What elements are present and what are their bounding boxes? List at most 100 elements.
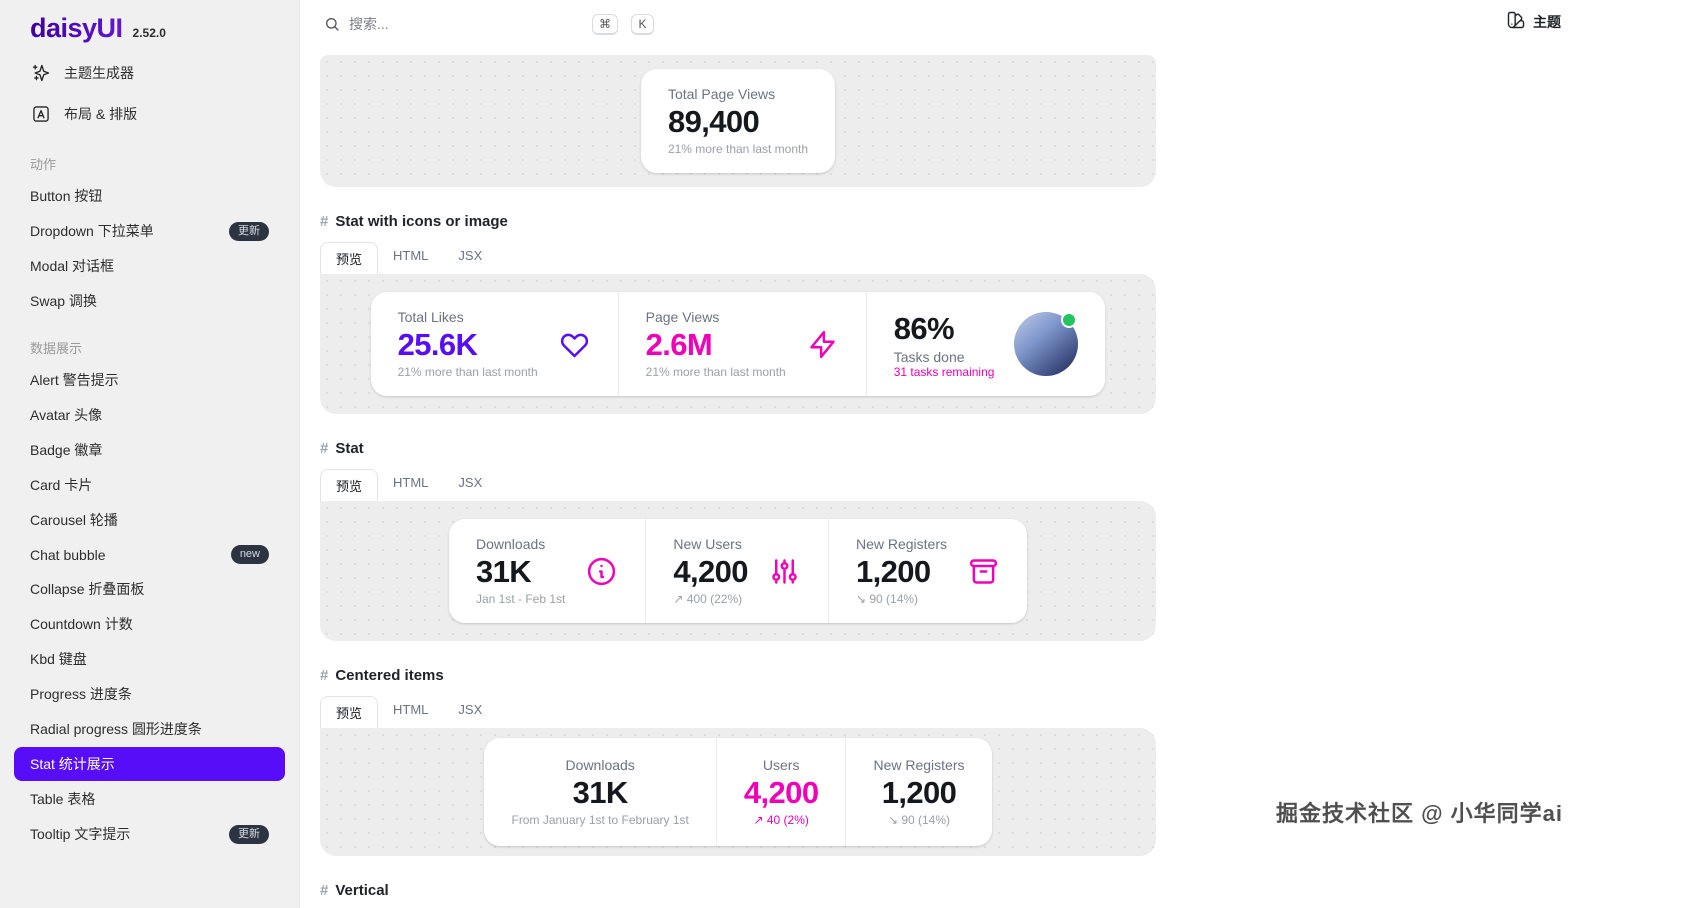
sidebar-item-radial-progress[interactable]: Radial progress 圆形进度条 bbox=[14, 712, 285, 746]
tab-jsx[interactable]: JSX bbox=[458, 475, 483, 490]
sidebar-item-chat-bubble[interactable]: Chat bubble new bbox=[14, 538, 285, 571]
sidebar-item-label: Collapse 折叠面板 bbox=[30, 581, 145, 597]
section-stat-with-icons: # Stat with icons or image 预览 HTML JSX T… bbox=[320, 213, 1156, 414]
sidebar-item-label: Chat bubble bbox=[30, 546, 106, 563]
bolt-icon bbox=[806, 328, 839, 361]
stat-desc: ↘ 90 (14%) bbox=[855, 592, 919, 607]
tab-preview[interactable]: 预览 bbox=[320, 242, 379, 274]
hash-mark: # bbox=[320, 440, 329, 457]
page-content: Total Page Views 89,400 21% more than la… bbox=[300, 48, 1156, 899]
stat-value: 31K bbox=[572, 774, 629, 810]
sidebar-item-tooltip[interactable]: Tooltip 文字提示 更新 bbox=[14, 817, 285, 851]
sidebar-item-card[interactable]: Card 卡片 bbox=[14, 468, 285, 502]
sidebar-item-modal[interactable]: Modal 对话框 bbox=[14, 249, 285, 283]
stat-title: Downloads bbox=[476, 535, 546, 552]
sidebar-item-label: Countdown 计数 bbox=[30, 616, 133, 632]
tab-preview[interactable]: 预览 bbox=[320, 696, 379, 728]
sidebar-item-swap[interactable]: Swap 调换 bbox=[14, 284, 285, 318]
sidebar-item-avatar[interactable]: Avatar 头像 bbox=[14, 398, 285, 432]
search-bar[interactable]: ⌘ K bbox=[324, 13, 654, 35]
info-icon bbox=[585, 555, 618, 588]
stat-title: Total Page Views bbox=[667, 85, 776, 102]
stat-total-likes: Total Likes 25.6K 21% more than last mon… bbox=[371, 292, 618, 397]
sidebar-item-kbd[interactable]: Kbd 键盘 bbox=[14, 642, 285, 676]
tab-html[interactable]: HTML bbox=[393, 248, 429, 263]
tab-bar: 预览 HTML JSX bbox=[320, 469, 1156, 501]
tab-html[interactable]: HTML bbox=[393, 475, 429, 490]
tab-preview[interactable]: 预览 bbox=[320, 469, 379, 501]
stats-group: Total Likes 25.6K 21% more than last mon… bbox=[370, 291, 1106, 397]
search-input[interactable] bbox=[349, 16, 579, 32]
sidebar-item-dropdown[interactable]: Dropdown 下拉菜单 更新 bbox=[14, 214, 285, 248]
color-swatch-icon bbox=[1506, 10, 1526, 33]
sidebar-item-label: Carousel 轮播 bbox=[30, 512, 118, 528]
stat-new-users: New Users 4,200 ↗ 400 (22%) bbox=[645, 518, 828, 624]
stat-value: 31K bbox=[476, 553, 532, 589]
tab-jsx[interactable]: JSX bbox=[458, 248, 483, 263]
sidebar-item-badge[interactable]: Badge 徽章 bbox=[14, 433, 285, 467]
stat-desc: ↘ 90 (14%) bbox=[887, 813, 951, 828]
sidebar-item-stat[interactable]: Stat 统计展示 bbox=[14, 747, 285, 781]
sidebar-section-actions: 动作 bbox=[30, 157, 57, 172]
preview-area: Total Likes 25.6K 21% more than last mon… bbox=[320, 274, 1156, 414]
updated-badge: 更新 bbox=[229, 221, 269, 241]
online-indicator bbox=[1063, 314, 1076, 326]
typography-icon bbox=[30, 103, 52, 125]
theme-button-label: 主题 bbox=[1533, 13, 1561, 30]
stat-desc: 21% more than last month bbox=[645, 365, 786, 380]
search-icon bbox=[324, 16, 340, 32]
sidebar-item-countdown[interactable]: Countdown 计数 bbox=[14, 607, 285, 641]
stat-desc: From January 1st to February 1st bbox=[511, 813, 689, 828]
section-heading: # Stat bbox=[320, 440, 1156, 457]
sidebar-item-label: Stat 统计展示 bbox=[30, 756, 115, 772]
theme-button[interactable]: 主题 bbox=[1506, 10, 1561, 33]
stats-group: Downloads 31K Jan 1st - Feb 1st New User… bbox=[449, 518, 1027, 624]
preview-area: Downloads 31K From January 1st to Februa… bbox=[320, 728, 1156, 856]
preview-total-page-views: Total Page Views 89,400 21% more than la… bbox=[320, 55, 1156, 187]
sidebar: daisyUI 2.52.0 主题生成器 布局 & 排版 动作 Button 按… bbox=[0, 0, 300, 908]
stat-new-registers: New Registers 1,200 ↘ 90 (14%) bbox=[827, 518, 1027, 624]
stat-title: Tasks done bbox=[893, 349, 965, 366]
preview-area: Downloads 31K Jan 1st - Feb 1st New User… bbox=[320, 501, 1156, 641]
stat-value: 1,200 bbox=[881, 774, 957, 810]
new-badge: new bbox=[230, 545, 269, 564]
sidebar-item-alert[interactable]: Alert 警告提示 bbox=[14, 363, 285, 397]
sidebar-item-progress[interactable]: Progress 进度条 bbox=[14, 677, 285, 711]
watermark: 掘金技术社区 @ 小华同学ai bbox=[1275, 801, 1563, 826]
sidebar-item-label: Dropdown 下拉菜单 bbox=[30, 223, 154, 239]
stats-group: Total Page Views 89,400 21% more than la… bbox=[640, 68, 836, 174]
kbd-meta-key: ⌘ bbox=[592, 13, 618, 35]
stat-title: New Users bbox=[673, 535, 742, 552]
sidebar-item-label: 主题生成器 bbox=[64, 65, 134, 81]
app-logo[interactable]: daisyUI bbox=[30, 13, 123, 43]
sidebar-item-carousel[interactable]: Carousel 轮播 bbox=[14, 503, 285, 537]
heart-icon bbox=[558, 328, 591, 361]
stat-new-registers: New Registers 1,200 ↘ 90 (14%) bbox=[845, 737, 991, 847]
sidebar-item-label: Badge 徽章 bbox=[30, 442, 103, 458]
stat-downloads: Downloads 31K From January 1st to Februa… bbox=[484, 738, 715, 847]
avatar bbox=[1014, 312, 1079, 376]
stats-group: Downloads 31K From January 1st to Februa… bbox=[484, 737, 992, 847]
sidebar-item-label: Radial progress 圆形进度条 bbox=[30, 721, 202, 737]
main-area: ⌘ K 主题 Total Page Views 89,400 21% more … bbox=[300, 0, 1683, 908]
sidebar-item-layout-typography[interactable]: 布局 & 排版 bbox=[14, 94, 285, 134]
stat-desc: ↗ 400 (22%) bbox=[673, 592, 743, 607]
stat-value: 86% bbox=[893, 310, 955, 346]
sidebar-item-label: Alert 警告提示 bbox=[30, 372, 119, 388]
sidebar-item-button[interactable]: Button 按钮 bbox=[14, 179, 285, 213]
stat-total-page-views: Total Page Views 89,400 21% more than la… bbox=[641, 69, 835, 174]
updated-badge: 更新 bbox=[229, 824, 269, 844]
stat-desc: ↗ 40 (2%) bbox=[753, 813, 809, 828]
tab-jsx[interactable]: JSX bbox=[458, 702, 483, 717]
sidebar-item-label: Kbd 键盘 bbox=[30, 651, 87, 667]
stat-title: New Registers bbox=[855, 535, 947, 552]
sidebar-item-label: Progress 进度条 bbox=[30, 686, 132, 702]
topbar: ⌘ K 主题 bbox=[300, 0, 1683, 48]
sidebar-item-theme-generator[interactable]: 主题生成器 bbox=[14, 53, 285, 93]
sidebar-item-collapse[interactable]: Collapse 折叠面板 bbox=[14, 572, 285, 606]
stat-value: 89,400 bbox=[667, 103, 760, 139]
sidebar-item-label: Modal 对话框 bbox=[30, 258, 115, 274]
tab-html[interactable]: HTML bbox=[393, 702, 429, 717]
hash-mark: # bbox=[320, 882, 329, 899]
sidebar-item-table[interactable]: Table 表格 bbox=[14, 782, 285, 816]
